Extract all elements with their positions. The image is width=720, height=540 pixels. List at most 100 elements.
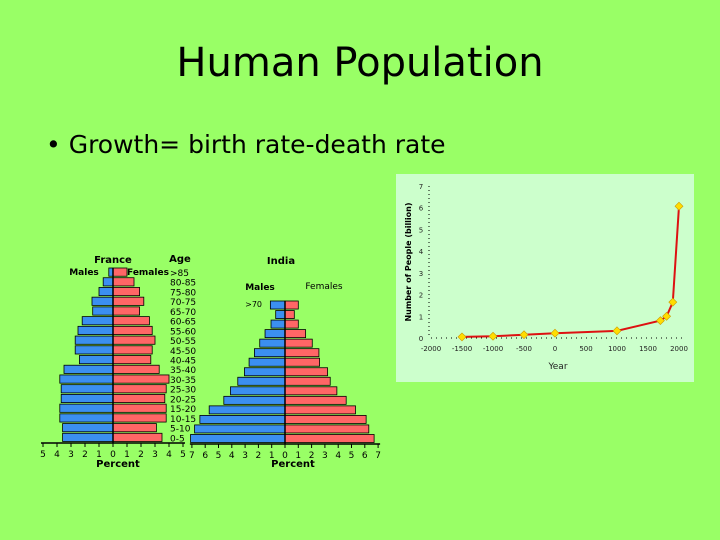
male-bar [59,374,114,384]
male-bar [237,376,286,386]
female-bar [284,424,370,434]
x-tick-label: 3 [242,451,248,461]
male-bar [259,338,286,348]
male-bar [77,325,114,335]
x-tick-label: 2000 [670,345,688,353]
female-bar [112,384,167,394]
x-tick-label: 500 [579,345,592,353]
x-tick-label: 5 [40,450,46,460]
france-males-label: Males [69,268,99,278]
female-bar [112,306,141,316]
female-bar [112,277,135,287]
data-point [655,316,665,326]
female-bar [112,432,163,442]
female-bar [284,319,299,329]
x-tick-label: 0 [110,450,116,460]
age-label: 35-40 [170,366,196,376]
india-title: India [267,256,295,267]
x-tick-label: 6 [362,451,368,461]
x-tick-label: 2 [138,450,144,460]
male-bar [81,316,114,326]
bullet-point: • Growth= birth rate-death rate [46,130,446,159]
data-point [668,297,678,307]
female-bar [112,316,150,326]
y-tick-label: 3 [419,270,423,278]
age-label: 75-80 [170,288,196,298]
female-bar [112,403,167,413]
male-bar [60,393,114,404]
male-bar [208,405,286,415]
age-label: 5-10 [170,425,191,435]
male-bar [98,287,114,297]
y-tick-label: 2 [419,292,423,300]
male-bar [74,335,114,345]
female-bar [284,310,295,319]
y-tick-label: 0 [419,335,423,343]
male-bar [275,310,286,319]
data-point [612,326,622,336]
female-bar [112,287,141,297]
female-bar [112,325,153,335]
y-tick-label: 4 [419,248,424,256]
data-point [457,332,467,342]
age-label: 80-85 [170,279,196,289]
age-label: 65-70 [170,308,196,318]
x-tick-label: 1000 [608,345,626,353]
india-age-label: >70 [245,300,262,309]
female-bar [284,376,331,386]
age-label: 0-5 [170,434,185,444]
y-tick-label: 6 [419,205,424,213]
age-label: 10-15 [170,415,196,425]
female-bar [284,367,328,377]
y-axis-label: Number of People (billion) [404,202,413,321]
male-bar [190,434,286,443]
age-label: 55-60 [170,327,196,337]
male-bar [60,384,114,394]
male-bar [79,355,114,365]
x-tick-label: 3 [322,451,328,461]
female-bar [284,357,320,367]
female-bar [112,355,152,365]
female-bar [284,434,375,443]
female-bar [284,329,307,339]
male-bar [59,413,114,423]
x-tick-label: 2 [309,451,315,461]
male-bar [92,306,114,316]
male-bar [230,386,286,396]
india-females-label: Females [305,282,343,292]
y-tick-label: 5 [419,226,423,234]
x-tick-label: 6 [202,451,208,461]
x-tick-label: 3 [152,450,158,460]
age-label: 50-55 [170,337,196,347]
male-bar [270,319,286,329]
x-tick-label: -2000 [421,345,441,353]
female-bar [112,374,170,384]
india-percent-label: Percent [271,459,315,470]
x-tick-label: 1 [269,451,275,461]
age-label: 15-20 [170,405,196,415]
age-label: 40-45 [170,357,196,367]
france-females-label: Females [127,268,169,278]
male-bar [269,300,286,310]
male-bar [91,296,114,306]
x-tick-label: 1 [295,451,301,461]
female-bar [112,335,156,345]
female-bar [112,423,157,433]
male-bar [59,403,114,413]
x-tick-label: 1500 [639,345,657,353]
x-tick-label: 0 [282,451,288,461]
x-tick-label: 4 [229,451,235,461]
female-bar [284,348,320,358]
female-bar [112,267,128,277]
x-tick-label: -500 [516,345,532,353]
x-tick-label: 5 [349,451,355,461]
male-bar [194,424,286,434]
x-tick-label: 7 [189,451,195,461]
age-label: 25-30 [170,386,196,396]
y-tick-label: 7 [419,183,423,191]
female-bar [284,338,313,348]
female-bar [284,386,338,396]
age-header: Age [169,254,191,265]
x-tick-label: 0 [553,345,557,353]
